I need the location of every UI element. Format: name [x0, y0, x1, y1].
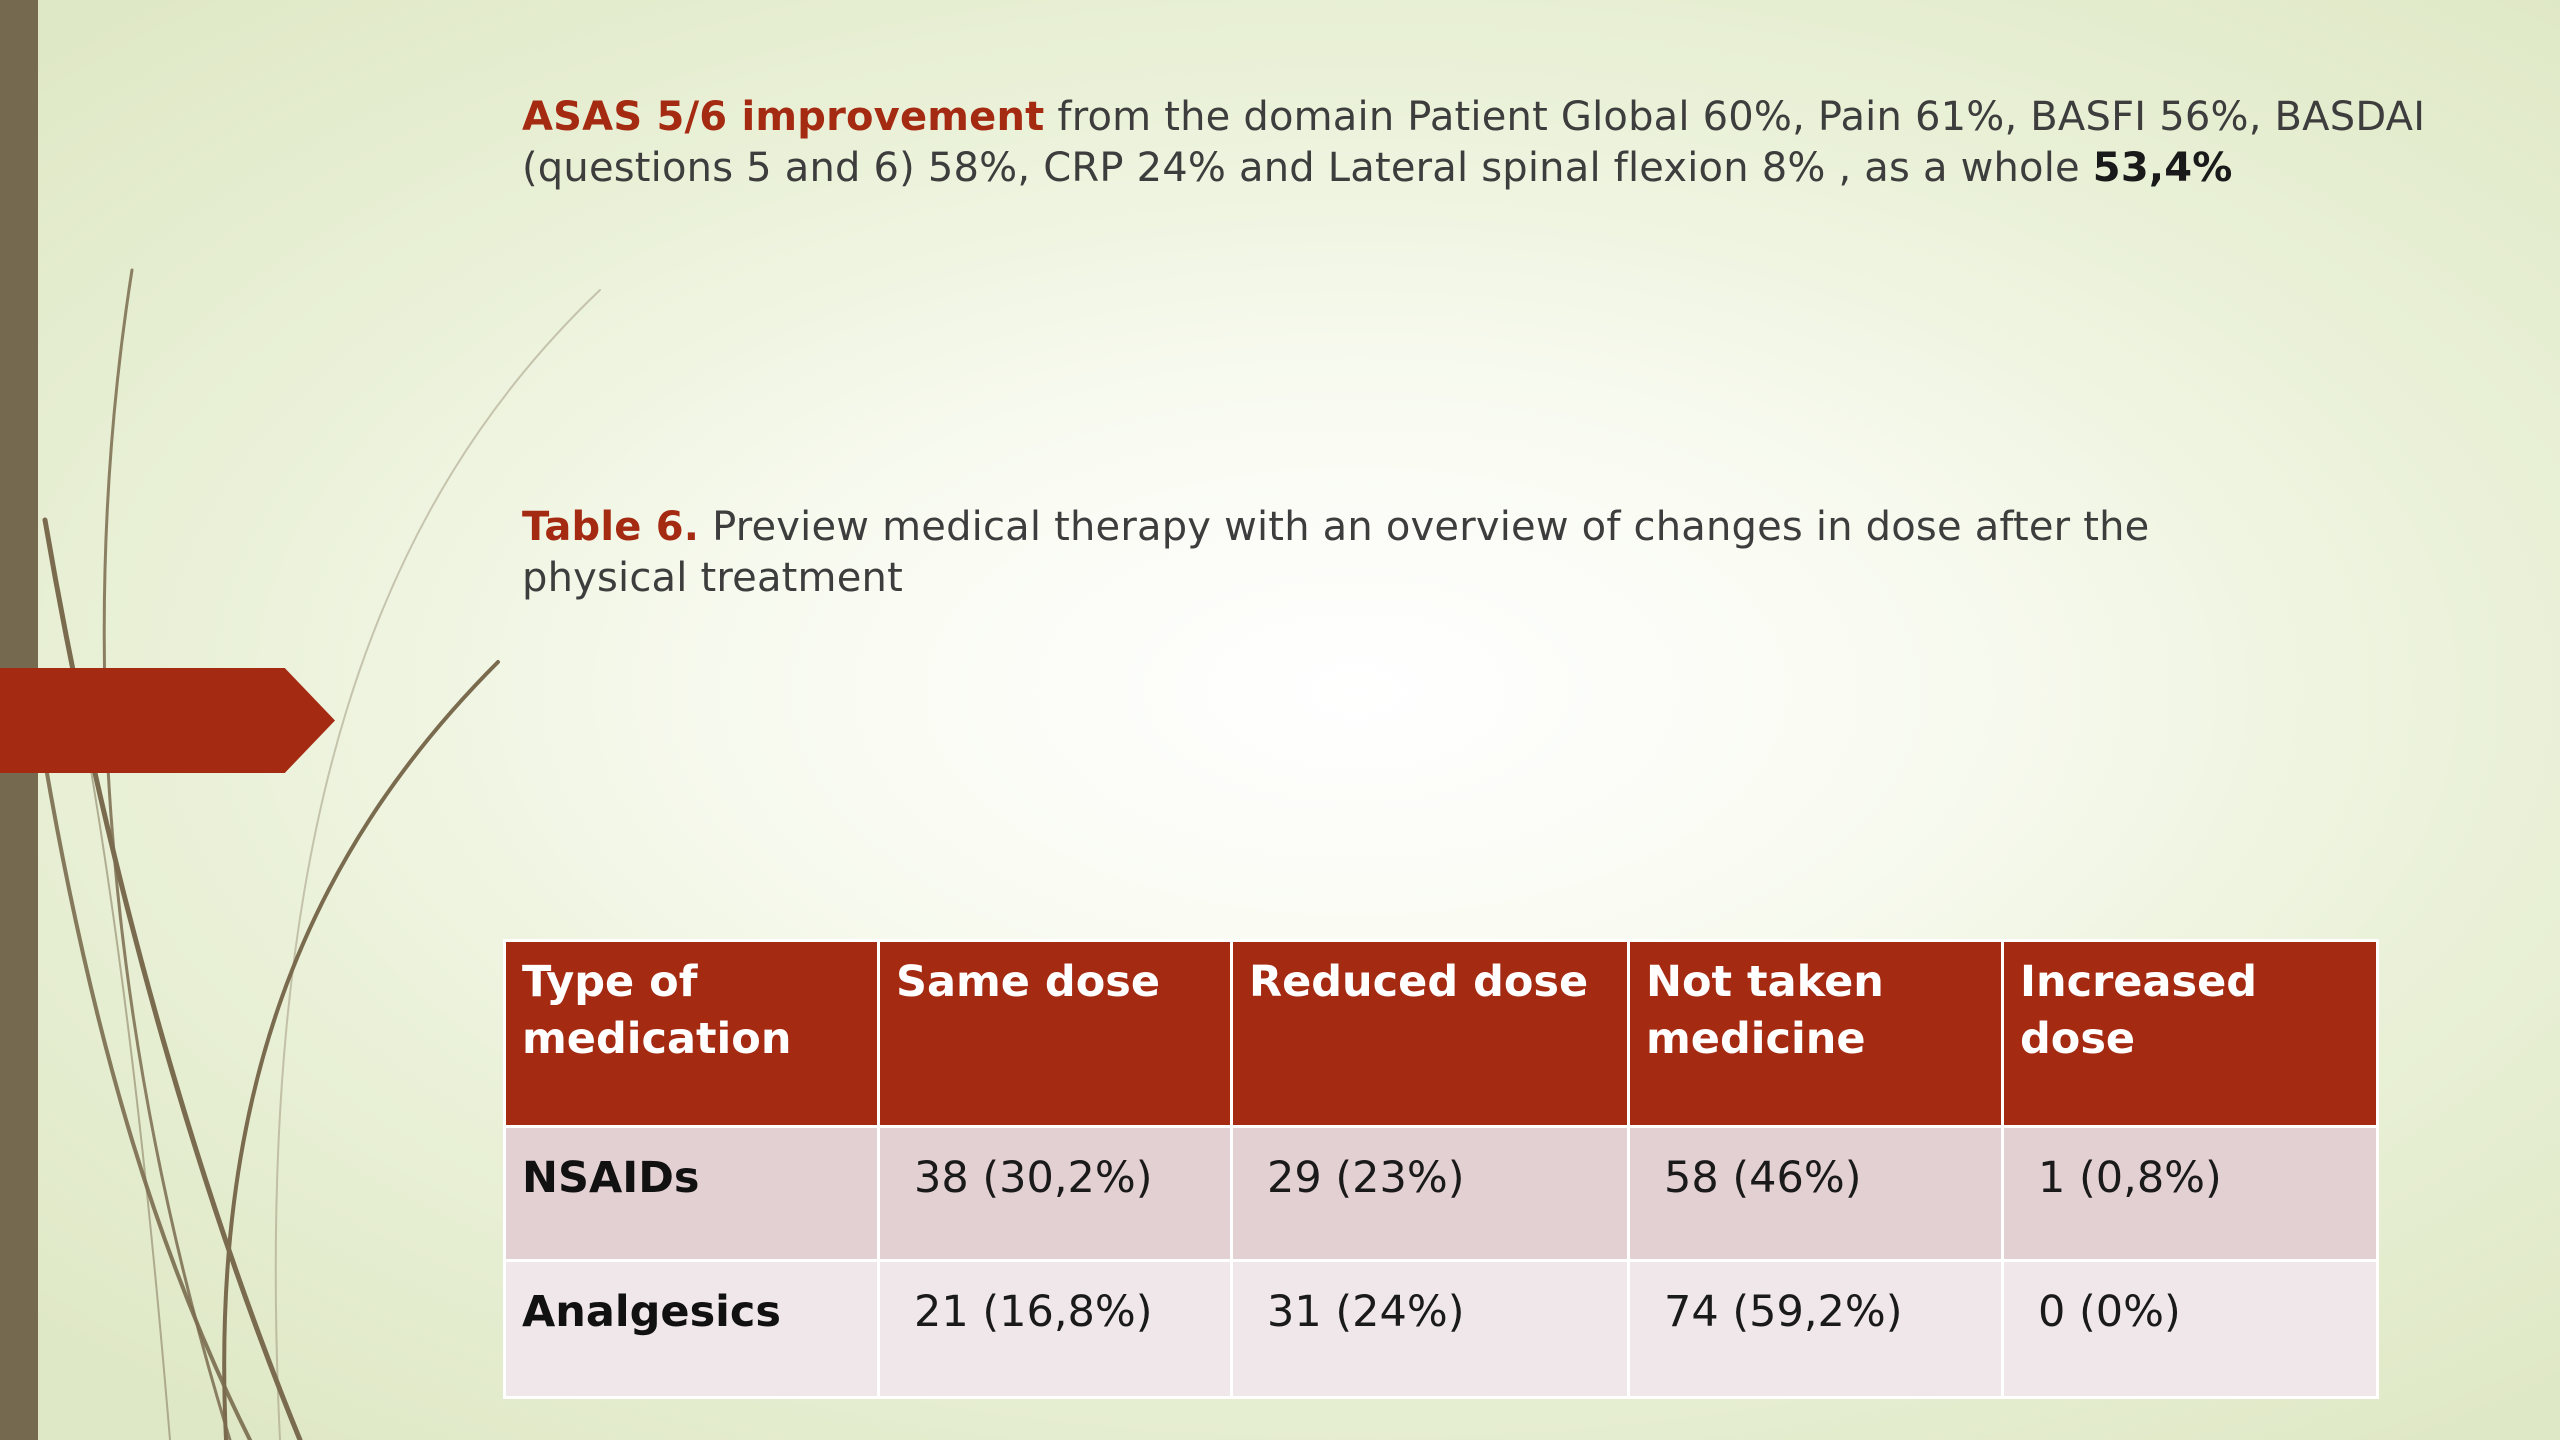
- cell-reduced-dose: 29 (23%): [1230, 1125, 1630, 1262]
- header-type-of-medication: Type of medication: [503, 939, 880, 1128]
- table-caption-text: Preview medical therapy with an overview…: [522, 504, 2150, 601]
- header-increased-dose: Increased dose: [2001, 939, 2379, 1128]
- cell-increased-dose: 0 (0%): [2001, 1259, 2379, 1399]
- asas-summary: ASAS 5/6 improvement from the domain Pat…: [522, 92, 2482, 194]
- cell-not-taken: 58 (46%): [1627, 1125, 2004, 1262]
- cell-same-dose: 38 (30,2%): [877, 1125, 1233, 1262]
- cell-increased-dose: 1 (0,8%): [2001, 1125, 2379, 1262]
- cell-not-taken: 74 (59,2%): [1627, 1259, 2004, 1399]
- header-reduced-dose: Reduced dose: [1230, 939, 1630, 1128]
- header-same-dose: Same dose: [877, 939, 1233, 1128]
- cell-same-dose: 21 (16,8%): [877, 1259, 1233, 1399]
- table-row: Analgesics 21 (16,8%) 31 (24%) 74 (59,2%…: [503, 1259, 2379, 1399]
- row-label-nsaids: NSAIDs: [503, 1125, 880, 1262]
- asas-total: 53,4%: [2092, 145, 2233, 191]
- asas-heading: ASAS 5/6 improvement: [522, 94, 1045, 140]
- header-not-taken-medicine: Not taken medicine: [1627, 939, 2004, 1128]
- table-row: NSAIDs 38 (30,2%) 29 (23%) 58 (46%) 1 (0…: [503, 1125, 2379, 1262]
- medication-table: Type of medication Same dose Reduced dos…: [503, 939, 2379, 1399]
- table-caption: Table 6. Preview medical therapy with an…: [522, 502, 2242, 604]
- row-label-analgesics: Analgesics: [503, 1259, 880, 1399]
- asas-details: from the domain Patient Global 60%, Pain…: [522, 94, 2426, 191]
- table-header-row: Type of medication Same dose Reduced dos…: [503, 939, 2379, 1128]
- accent-arrow-tab: [0, 668, 335, 773]
- cell-reduced-dose: 31 (24%): [1230, 1259, 1630, 1399]
- table-caption-label: Table 6.: [522, 504, 700, 550]
